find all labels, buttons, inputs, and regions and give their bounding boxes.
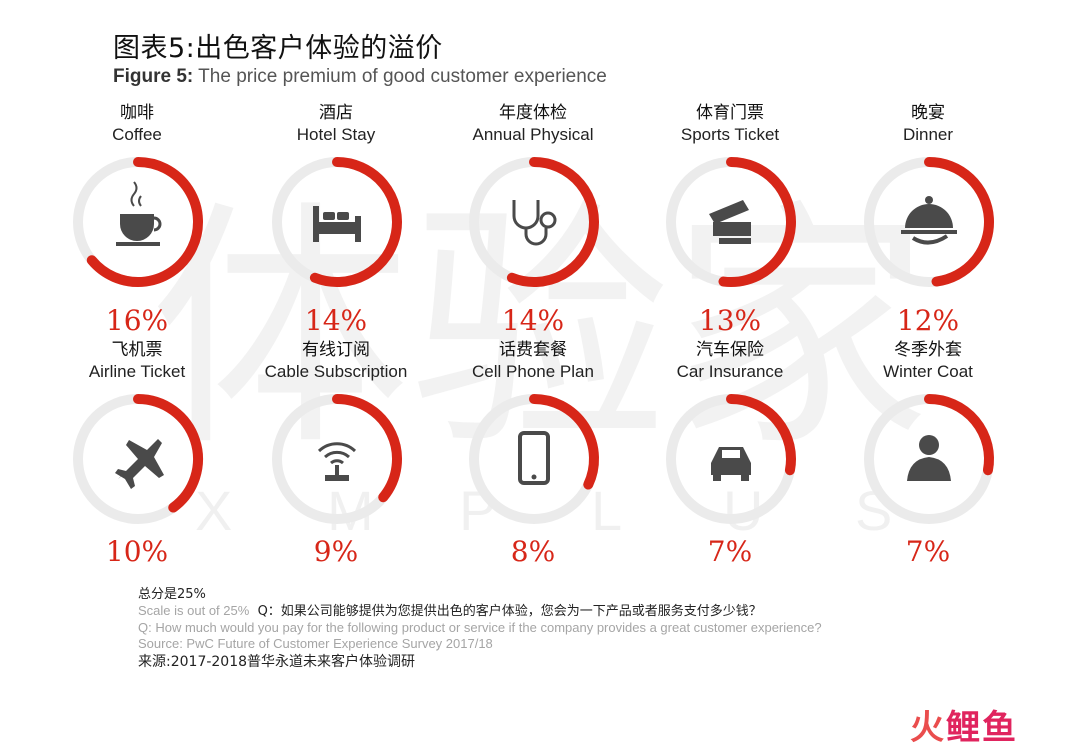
donut-arc-cable-subscription bbox=[332, 394, 402, 503]
category-label-en: Sports Ticket bbox=[680, 125, 780, 144]
category-label-en: Hotel Stay bbox=[296, 125, 376, 144]
value-label-annual-physical: 14% bbox=[501, 304, 565, 337]
donut-ring bbox=[73, 394, 203, 524]
value-label-hotel-stay: 14% bbox=[304, 304, 368, 337]
category-label-en: Cell Phone Plan bbox=[472, 362, 594, 381]
phone-icon bbox=[518, 431, 550, 485]
category-label-cn: 晚宴 bbox=[911, 103, 945, 123]
value-label-airline-ticket: 10% bbox=[105, 535, 169, 568]
scale-cn: 总分是25% bbox=[138, 587, 206, 602]
category-label-en: Winter Coat bbox=[883, 362, 973, 381]
chart-item-cell-phone-plan: 话费套餐 Cell Phone Plan 8% bbox=[415, 339, 651, 579]
airplane-icon bbox=[115, 439, 164, 489]
page-subtitle: Figure 5: The price premium of good cust… bbox=[113, 66, 607, 88]
donut-arc-sports-ticket bbox=[718, 157, 796, 287]
ticket-icon bbox=[709, 200, 751, 244]
category-label-en: Cable Subscription bbox=[264, 362, 408, 381]
donut-ring bbox=[864, 157, 994, 287]
donut-ring bbox=[469, 394, 599, 524]
category-label-cn: 飞机票 bbox=[111, 340, 163, 360]
coffee-cup-icon bbox=[116, 181, 162, 246]
stethoscope-icon bbox=[512, 200, 557, 246]
chart-item-winter-coat: 冬季外套 Winter Coat 7% bbox=[810, 339, 1046, 579]
source-en: Source: PwC Future of Customer Experienc… bbox=[138, 636, 493, 651]
donut-ring bbox=[272, 157, 402, 287]
category-label-en: Airline Ticket bbox=[88, 362, 186, 381]
chart-item-airline-ticket: 飞机票 Airline Ticket 10% bbox=[19, 339, 255, 579]
donut-arc-winter-coat bbox=[924, 394, 994, 476]
donut-ring bbox=[73, 157, 203, 287]
value-label-coffee: 16% bbox=[105, 304, 169, 337]
value-label-winter-coat: 7% bbox=[905, 535, 951, 568]
donut-arc-airline-ticket bbox=[133, 394, 203, 513]
value-label-sports-ticket: 13% bbox=[698, 304, 762, 337]
chart-item-car-insurance: 汽车保险 Car Insurance 7% bbox=[612, 339, 848, 579]
chart-item-coffee: 咖啡 Coffee 16% bbox=[19, 102, 255, 342]
donut-arc-cell-phone-plan bbox=[529, 394, 599, 490]
chart-notes: 总分是25% Scale is out of 25% Q：如果公司能够提供为您提… bbox=[138, 587, 822, 670]
value-label-cable-subscription: 9% bbox=[313, 535, 359, 568]
chart-item-dinner: 晚宴 Dinner 12% bbox=[810, 102, 1046, 342]
category-label-cn: 酒店 bbox=[319, 103, 353, 123]
question-cn: Q：如果公司能够提供为您提供出色的客户体验，您会为一下产品或者服务支付多少钱？ bbox=[257, 604, 762, 619]
chart-item-annual-physical: 年度体检 Annual Physical 14% bbox=[415, 102, 651, 342]
category-label-cn: 年度体检 bbox=[499, 103, 567, 123]
scale-en: Scale is out of 25% bbox=[138, 603, 250, 618]
donut-arc-coffee bbox=[86, 157, 203, 287]
cloche-icon bbox=[901, 196, 957, 245]
donut-arc-hotel-stay bbox=[309, 157, 402, 287]
donut-ring bbox=[272, 394, 402, 524]
donut-ring bbox=[666, 394, 796, 524]
question-en: Q: How much would you pay for the follow… bbox=[138, 620, 822, 635]
figure-label: Figure 5: bbox=[113, 66, 194, 87]
donut-arc-car-insurance bbox=[726, 394, 796, 476]
brand-logo: 火鲤鱼 bbox=[910, 708, 1018, 748]
category-label-cn: 咖啡 bbox=[120, 103, 154, 123]
category-label-en: Annual Physical bbox=[472, 125, 594, 144]
category-label-en: Car Insurance bbox=[676, 362, 784, 381]
value-label-cell-phone-plan: 8% bbox=[510, 535, 556, 568]
bed-icon bbox=[313, 206, 361, 242]
chart-item-hotel-stay: 酒店 Hotel Stay 14% bbox=[218, 102, 454, 342]
donut-arc-annual-physical bbox=[506, 157, 599, 287]
source-cn: 来源:2017-2018普华永道未来客户体验调研 bbox=[138, 654, 416, 670]
car-icon bbox=[711, 447, 751, 481]
category-label-cn: 有线订阅 bbox=[302, 340, 370, 360]
coat-icon bbox=[907, 435, 951, 481]
category-label-en: Dinner bbox=[902, 125, 954, 144]
subtitle-text: The price premium of good customer exper… bbox=[193, 66, 607, 87]
chart-item-sports-ticket: 体育门票 Sports Ticket 13% bbox=[612, 102, 848, 342]
category-label-en: Coffee bbox=[112, 125, 162, 144]
value-label-dinner: 12% bbox=[896, 304, 960, 337]
category-label-cn: 汽车保险 bbox=[696, 340, 764, 360]
donut-ring bbox=[666, 157, 796, 287]
donut-arc-dinner bbox=[924, 157, 994, 287]
category-label-cn: 冬季外套 bbox=[894, 340, 962, 360]
donut-ring bbox=[469, 157, 599, 287]
page-title: 图表5:出色客户体验的溢价 bbox=[113, 33, 443, 64]
chart-item-cable-subscription: 有线订阅 Cable Subscription 9% bbox=[218, 339, 454, 579]
wifi-router-icon bbox=[317, 442, 357, 481]
category-label-cn: 体育门票 bbox=[696, 103, 764, 123]
donut-ring bbox=[864, 394, 994, 524]
value-label-car-insurance: 7% bbox=[707, 535, 753, 568]
category-label-cn: 话费套餐 bbox=[499, 340, 567, 360]
